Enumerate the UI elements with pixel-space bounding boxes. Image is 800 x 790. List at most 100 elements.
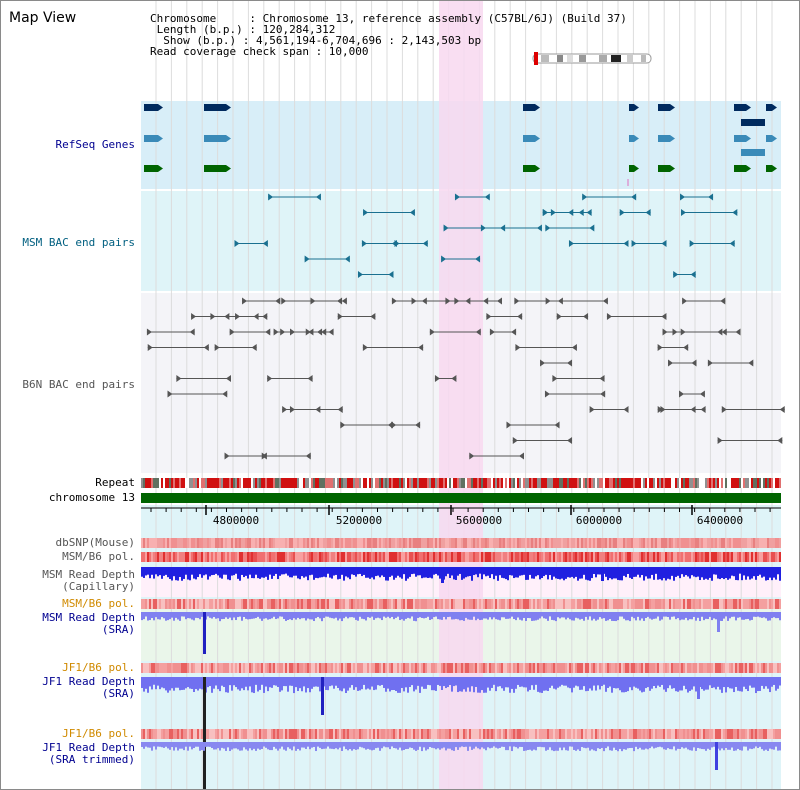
- polymorphism-segment: [195, 552, 197, 562]
- track-label-b6n-bac[interactable]: B6N BAC end pairs: [22, 378, 135, 391]
- polymorphism-segment: [169, 729, 171, 739]
- polymorphism-segment: [735, 729, 737, 739]
- read-depth-bar: [479, 742, 481, 750]
- polymorphism-segment: [755, 599, 757, 609]
- read-depth-bar: [607, 677, 609, 688]
- read-depth-bar: [637, 567, 639, 575]
- polymorphism-segment: [595, 538, 597, 548]
- repeat-segment: [303, 478, 305, 488]
- read-depth-bar: [275, 742, 277, 749]
- read-depth-bar: [665, 677, 667, 692]
- read-depth-bar: [405, 677, 407, 688]
- read-depth-bar: [461, 742, 463, 747]
- polymorphism-segment: [405, 552, 407, 562]
- read-depth-bar: [601, 742, 603, 749]
- bac-end-marker: [167, 390, 173, 398]
- read-depth-bar: [513, 677, 515, 693]
- read-depth-bar: [511, 742, 513, 752]
- read-depth-bar: [707, 567, 709, 580]
- polymorphism-segment: [701, 538, 703, 548]
- polymorphism-segment: [335, 552, 337, 562]
- read-depth-bar: [779, 612, 781, 621]
- polymorphism-segment: [341, 538, 343, 548]
- track-label-msm-b6-pol[interactable]: MSM/B6 pol.: [62, 550, 135, 563]
- track-label-msm-b6-pol-sra[interactable]: MSM/B6 pol.: [62, 597, 135, 610]
- polymorphism-segment: [555, 538, 557, 548]
- polymorphism-segment: [587, 538, 589, 548]
- read-depth-bar: [409, 567, 411, 577]
- read-depth-bar: [515, 612, 517, 621]
- polymorphism-segment: [657, 538, 659, 548]
- polymorphism-segment: [285, 729, 287, 739]
- polymorphism-segment: [555, 552, 557, 562]
- read-depth-bar: [729, 677, 731, 689]
- track-label-msm-bac[interactable]: MSM BAC end pairs: [22, 236, 135, 249]
- read-depth-bar: [759, 677, 761, 691]
- polymorphism-segment: [511, 552, 513, 562]
- repeat-segment: [657, 478, 659, 488]
- polymorphism-segment: [577, 599, 579, 609]
- read-depth-bar: [145, 677, 147, 689]
- read-depth-bar: [315, 612, 317, 619]
- polymorphism-segment: [353, 599, 355, 609]
- bac-end-marker: [517, 313, 523, 320]
- polymorphism-segment: [347, 599, 349, 609]
- polymorphism-segment: [739, 729, 741, 739]
- bac-end-marker: [720, 297, 726, 305]
- bac-end-marker: [337, 313, 343, 320]
- read-depth-bar: [341, 677, 343, 692]
- track-label-jf1-read-depth-sra[interactable]: JF1 Read Depth (SRA): [42, 675, 135, 700]
- polymorphism-segment: [701, 663, 703, 673]
- track-label-repeat[interactable]: Repeat: [95, 476, 135, 489]
- track-label-msm-read-depth-capillary[interactable]: MSM Read Depth (Capillary): [42, 568, 135, 593]
- repeat-segment: [281, 478, 283, 488]
- read-depth-bar: [677, 612, 679, 619]
- polymorphism-segment: [145, 599, 147, 609]
- read-depth-bar: [593, 567, 595, 575]
- polymorphism-segment: [551, 599, 553, 609]
- track-label-jf1-read-depth-trimmed[interactable]: JF1 Read Depth (SRA trimmed): [42, 741, 135, 766]
- polymorphism-segment: [203, 538, 205, 548]
- read-depth-bar: [583, 612, 585, 621]
- track-label-refseq[interactable]: RefSeq Genes: [55, 138, 135, 151]
- repeat-segment: [435, 478, 437, 488]
- read-depth-bar: [187, 677, 189, 688]
- read-depth-bar: [659, 742, 661, 747]
- polymorphism-segment: [699, 552, 701, 562]
- read-depth-bar: [735, 742, 737, 751]
- read-depth-bar: [551, 567, 553, 580]
- polymorphism-segment: [297, 599, 299, 609]
- polymorphism-segment: [499, 729, 501, 739]
- read-depth-bar: [237, 612, 239, 618]
- polymorphism-segment: [599, 663, 601, 673]
- read-depth-bar: [335, 677, 337, 686]
- track-label-dbsnp[interactable]: dbSNP(Mouse): [55, 536, 135, 549]
- polymorphism-segment: [741, 538, 743, 548]
- polymorphism-segment: [769, 729, 771, 739]
- repeat-segment: [411, 478, 413, 488]
- repeat-segment: [771, 478, 773, 488]
- polymorphism-segment: [373, 729, 375, 739]
- read-depth-bar: [261, 742, 263, 749]
- repeat-segment: [489, 478, 491, 488]
- read-depth-bar: [185, 677, 187, 689]
- polymorphism-segment: [389, 552, 391, 562]
- bac-end-marker: [203, 344, 209, 351]
- read-depth-bar: [389, 567, 391, 577]
- polymorphism-segment: [357, 663, 359, 673]
- track-label-jf1-b6-pol[interactable]: JF1/B6 pol.: [62, 661, 135, 674]
- polymorphism-segment: [767, 538, 769, 548]
- read-depth-bar: [619, 612, 621, 617]
- polymorphism-segment: [715, 663, 717, 673]
- read-depth-bar: [327, 742, 329, 747]
- read-depth-bar: [597, 677, 599, 686]
- polymorphism-segment: [193, 663, 195, 673]
- polymorphism-segment: [275, 599, 277, 609]
- track-label-jf1-b6-pol-trimmed[interactable]: JF1/B6 pol.: [62, 727, 135, 740]
- polymorphism-segment: [273, 729, 275, 739]
- polymorphism-segment: [439, 552, 441, 562]
- track-label-msm-read-depth-sra[interactable]: MSM Read Depth (SRA): [42, 611, 135, 636]
- bac-end-marker: [415, 421, 421, 429]
- read-depth-bar: [147, 742, 149, 748]
